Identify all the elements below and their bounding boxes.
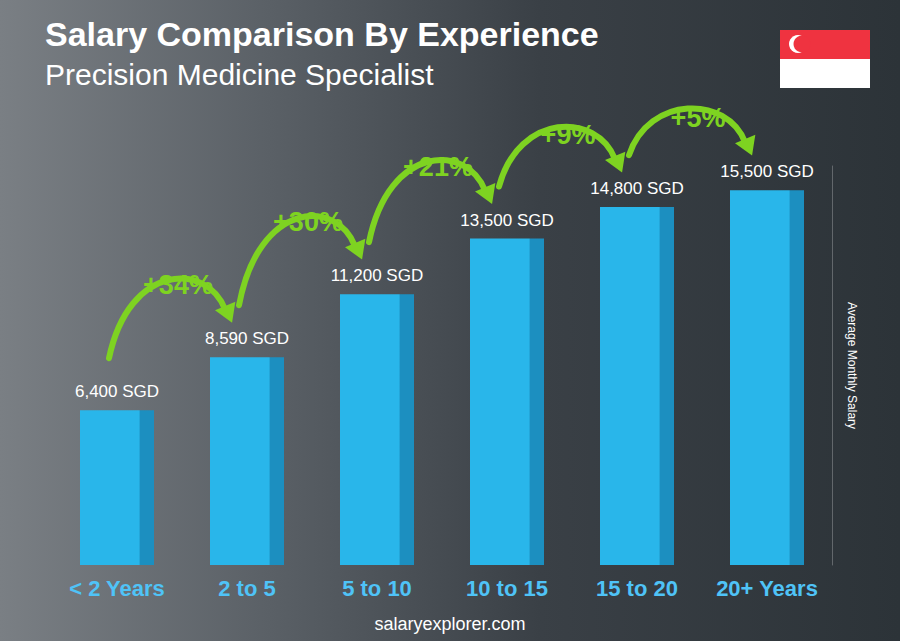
svg-text:salaryexplorer.com: salaryexplorer.com [374,614,525,634]
svg-text:+5%: +5% [671,103,726,133]
svg-text:Salary Comparison By Experienc: Salary Comparison By Experience [45,15,599,53]
svg-text:+21%: +21% [403,152,473,182]
svg-text:15 to 20: 15 to 20 [596,576,678,601]
svg-text:Average Monthly Salary: Average Monthly Salary [845,302,859,429]
svg-text:< 2 Years: < 2 Years [69,576,165,601]
svg-text:5 to 10: 5 to 10 [342,576,412,601]
svg-text:+9%: +9% [541,120,596,150]
svg-text:14,800 SGD: 14,800 SGD [590,179,684,198]
svg-text:10 to 15: 10 to 15 [466,576,548,601]
svg-text:+30%: +30% [273,207,343,237]
svg-text:20+ Years: 20+ Years [716,576,818,601]
svg-text:+34%: +34% [143,270,213,300]
svg-text:15,500 SGD: 15,500 SGD [720,162,814,181]
svg-text:11,200 SGD: 11,200 SGD [331,266,423,285]
svg-text:8,590 SGD: 8,590 SGD [205,329,289,348]
svg-text:13,500 SGD: 13,500 SGD [460,211,554,230]
svg-text:2 to 5: 2 to 5 [218,576,275,601]
svg-text:6,400 SGD: 6,400 SGD [75,382,159,401]
svg-text:Precision Medicine Specialist: Precision Medicine Specialist [45,58,434,91]
